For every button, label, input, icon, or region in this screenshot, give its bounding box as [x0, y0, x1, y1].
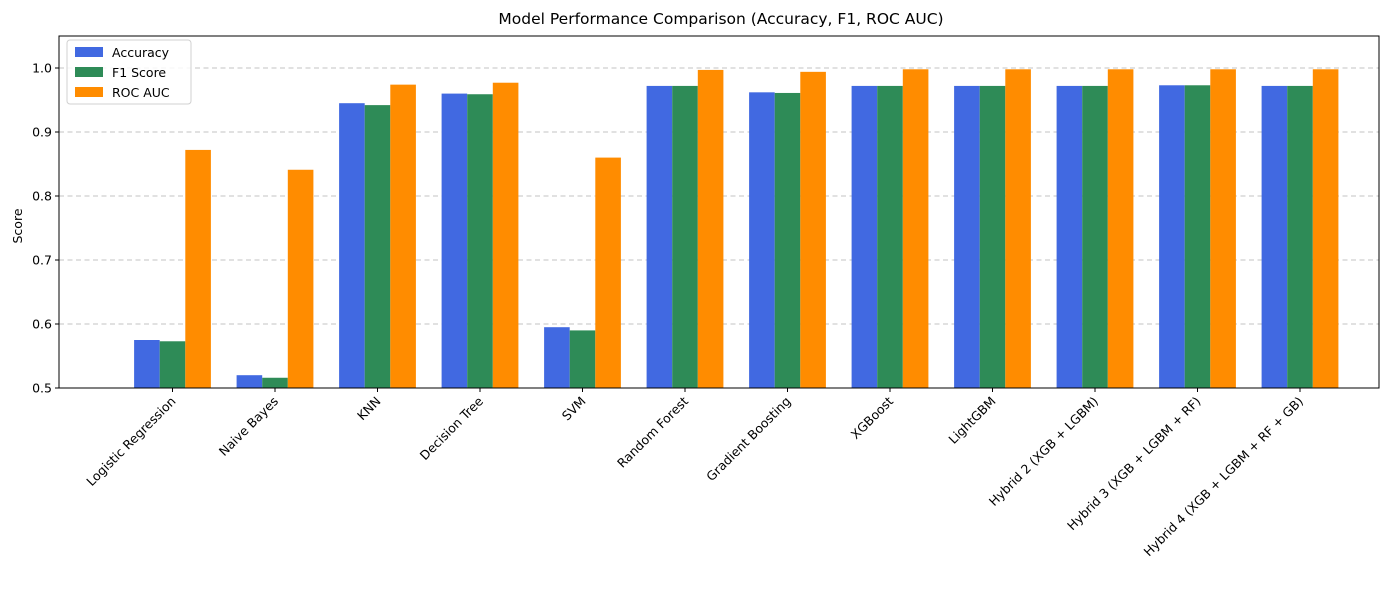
- y-tick-label: 0.9: [32, 125, 52, 140]
- x-tick-label: Decision Tree: [417, 393, 487, 463]
- bar-accuracy: [1056, 85, 1083, 389]
- plot-area-frame: [58, 35, 1380, 389]
- bar-roc-auc: [697, 69, 724, 389]
- legend-swatch: [75, 47, 103, 57]
- bar-f1-score: [672, 85, 698, 389]
- bar-f1-score: [159, 341, 186, 388]
- bar-f1-score: [877, 85, 903, 389]
- bar-f1-score: [1082, 85, 1108, 389]
- y-tick-label: 0.7: [32, 253, 52, 268]
- bar-f1-score: [979, 85, 1006, 389]
- y-tick-label: 0.6: [32, 317, 52, 332]
- bar-accuracy: [1159, 85, 1185, 388]
- legend-label: ROC AUC: [112, 85, 170, 100]
- bar-accuracy: [1261, 85, 1288, 389]
- bar-f1-score: [364, 105, 391, 389]
- bar-roc-auc: [902, 69, 929, 388]
- y-axis-label: Score: [10, 208, 25, 243]
- bar-roc-auc: [390, 84, 416, 388]
- bar-accuracy: [646, 85, 673, 389]
- bar-accuracy: [134, 340, 160, 388]
- bar-roc-auc: [492, 82, 519, 388]
- bar-accuracy: [236, 375, 263, 388]
- bar-roc-auc: [185, 149, 211, 388]
- grid-lines: [59, 67, 1379, 325]
- bar-accuracy: [851, 85, 878, 389]
- bar-accuracy: [544, 327, 570, 388]
- legend-swatch: [75, 67, 103, 77]
- bar-roc-auc: [1312, 69, 1339, 388]
- bar-f1-score: [1287, 85, 1313, 389]
- x-tick-label: KNN: [354, 394, 384, 424]
- bar-roc-auc: [287, 169, 314, 388]
- legend-label: F1 Score: [112, 65, 166, 80]
- bar-f1-score: [1184, 85, 1211, 388]
- bar-accuracy: [339, 103, 365, 388]
- bar-f1-score: [467, 94, 493, 389]
- bar-f1-score: [569, 330, 596, 388]
- y-axis-ticks: 0.5 0.6 0.7 0.8 0.9 1.0: [32, 61, 59, 396]
- x-tick-label: Naive Bayes: [216, 394, 281, 459]
- bar-roc-auc: [800, 71, 826, 388]
- bar-accuracy: [954, 85, 980, 389]
- bar-accuracy: [441, 93, 468, 388]
- legend-label: Accuracy: [112, 45, 170, 60]
- bar-accuracy: [749, 92, 775, 388]
- legend: Accuracy F1 Score ROC AUC: [66, 39, 192, 105]
- y-tick-label: 1.0: [32, 61, 52, 76]
- y-tick-label: 0.8: [32, 189, 52, 204]
- x-tick-label: LightGBM: [945, 394, 998, 447]
- chart-title: Model Performance Comparison (Accuracy, …: [498, 10, 943, 28]
- bar-roc-auc: [1107, 69, 1134, 388]
- legend-swatch: [75, 87, 103, 97]
- bars: [134, 69, 1339, 389]
- x-tick-label: Gradient Boosting: [703, 394, 794, 485]
- y-tick-label: 0.5: [32, 381, 52, 396]
- x-tick-label: Hybrid 4 (XGB + LGBM + RF + GB): [1141, 394, 1307, 560]
- x-tick-label: Logistic Regression: [83, 394, 178, 489]
- x-axis-ticks: Logistic Regression Naive Bayes KNN Decisio…: [83, 388, 1306, 559]
- x-tick-label: SVM: [559, 394, 589, 424]
- bar-roc-auc: [1005, 69, 1031, 388]
- bar-f1-score: [774, 92, 801, 389]
- bar-roc-auc: [595, 157, 621, 388]
- bar-f1-score: [262, 377, 288, 388]
- x-tick-label: Hybrid 2 (XGB + LGBM): [986, 394, 1101, 509]
- x-tick-label: Random Forest: [614, 393, 691, 470]
- bar-roc-auc: [1210, 69, 1236, 388]
- x-tick-label: XGBoost: [848, 393, 897, 442]
